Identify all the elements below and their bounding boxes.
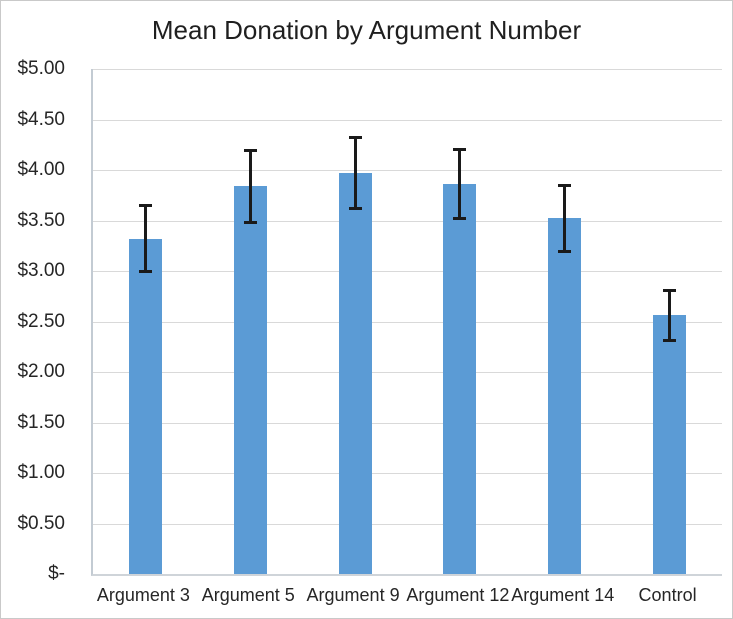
y-tick-label: $4.50 [17,108,65,130]
error-bar [143,205,147,272]
error-bar-cap-bottom [348,207,362,211]
gridline [93,523,722,525]
y-tick-label: $- [48,563,65,584]
bar-argument-3 [128,238,162,574]
y-tick-label: $0.50 [17,512,65,534]
gridline [93,473,722,474]
error-bar-cap-top [243,148,257,152]
y-tick-label: $2.00 [17,361,65,382]
gridline [93,422,722,424]
error-bar-cap-top [558,184,572,188]
x-category-label: Argument 14 [511,585,615,605]
y-tick-label: $1.50 [17,411,65,433]
y-tick-label: $5.00 [17,58,65,79]
bar-argument-14 [548,218,582,574]
error-bar [563,185,567,252]
error-bar [248,149,252,223]
error-bar-cap-bottom [138,270,152,273]
plot-area [91,69,722,576]
y-tick-label: $4.00 [17,159,65,180]
x-category-label: Control [638,585,697,605]
y-tick-label: $3.50 [17,209,65,231]
y-tick-label: $1.00 [17,462,65,483]
error-bar-cap-bottom [558,249,572,253]
x-category-label: Argument 3 [96,585,190,605]
gridline [93,372,722,373]
error-bar-cap-bottom [663,338,677,342]
bar-argument-9 [338,173,372,574]
error-bar-cap-bottom [453,217,467,221]
gridline [93,170,722,171]
gridline [93,271,722,272]
bar-argument-12 [443,184,477,574]
gridline [93,321,722,323]
x-category-label: Argument 9 [306,585,400,605]
error-bar-cap-top [348,135,362,139]
gridline [93,119,722,121]
error-bar [668,290,672,341]
bar-control [653,315,687,574]
gridline [93,220,722,222]
x-axis-labels: Argument 3 Argument 5 Argument 9 Argument 1… [91,584,720,610]
y-axis-labels: $- $0.50 $1.00 $1.50 $2.00 $2.50 $3.00 $3.50 $4.… [1,58,65,584]
bar-argument-5 [233,186,267,574]
gridline [93,69,722,70]
x-category-label: Argument 12 [406,585,510,605]
x-category-label: Argument 5 [201,585,295,605]
error-bar-cap-top [138,204,152,208]
chart-title: Mean Donation by Argument Number [151,15,582,45]
y-tick-label: $2.50 [17,310,65,332]
error-bar-cap-top [453,147,467,151]
y-tick-label: $3.00 [17,260,65,281]
error-bar [458,148,462,220]
error-bar [353,136,357,210]
error-bar-cap-top [663,289,677,293]
error-bar-cap-bottom [243,220,257,224]
